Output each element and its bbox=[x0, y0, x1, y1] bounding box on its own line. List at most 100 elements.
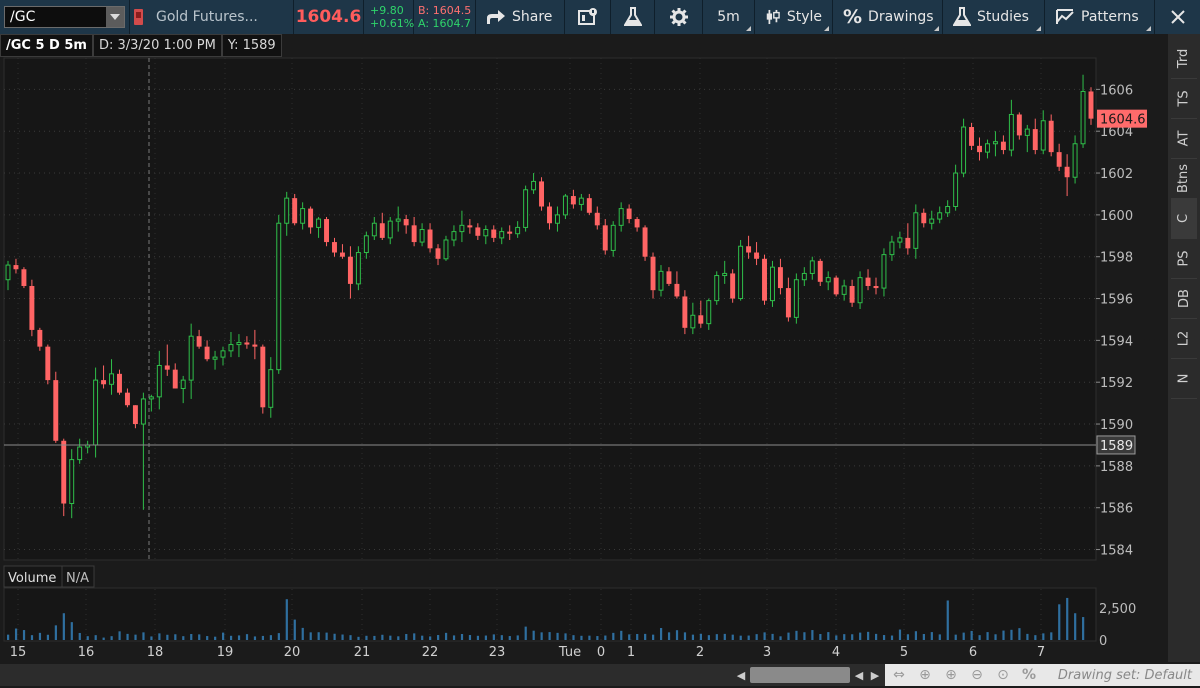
candle-body bbox=[849, 285, 855, 303]
candle bbox=[793, 273, 799, 324]
sidebar-tab-at[interactable]: AT bbox=[1171, 119, 1197, 159]
symbol-selector[interactable]: /GC bbox=[0, 0, 130, 34]
share-button[interactable]: Share bbox=[476, 0, 565, 34]
sidebar-tab-ts[interactable]: TS bbox=[1171, 79, 1197, 119]
candle bbox=[833, 275, 839, 297]
zoom-out-icon[interactable]: ⊖ bbox=[971, 667, 983, 683]
price-tick-label: 1604 bbox=[1100, 125, 1133, 140]
volume-bar bbox=[1002, 630, 1005, 640]
sidebar-tab-btns[interactable]: Btns bbox=[1171, 159, 1197, 199]
active-trader-button[interactable] bbox=[565, 0, 611, 34]
sidebar-tab-ps[interactable]: PS bbox=[1171, 239, 1197, 279]
candle bbox=[1088, 87, 1094, 125]
volume-bar bbox=[978, 635, 981, 640]
candle bbox=[873, 277, 879, 295]
scroll-right-icon[interactable]: ▶ bbox=[870, 668, 880, 682]
candle-body bbox=[547, 206, 552, 224]
drawings-button[interactable]: % Drawings bbox=[833, 0, 943, 34]
sidebar-tab-label: AT bbox=[1176, 130, 1192, 147]
volume-bar bbox=[723, 633, 726, 640]
candle bbox=[841, 279, 847, 301]
volume-value-box bbox=[61, 565, 95, 588]
sidebar-tab-c[interactable]: C bbox=[1171, 199, 1197, 239]
dropdown-icon[interactable] bbox=[106, 7, 124, 27]
lab-button[interactable] bbox=[611, 0, 655, 34]
candle-body bbox=[602, 225, 608, 251]
price-pane[interactable] bbox=[3, 57, 1097, 561]
scroll-left-icon[interactable]: ◀ bbox=[736, 668, 746, 682]
candle bbox=[1072, 135, 1078, 184]
time-tick-label: 23 bbox=[489, 645, 506, 660]
studies-button[interactable]: Studies bbox=[943, 0, 1045, 34]
candle-body bbox=[148, 396, 154, 400]
candle-body bbox=[1016, 114, 1022, 136]
candle bbox=[634, 216, 640, 232]
candle-body bbox=[905, 237, 911, 249]
zoom-in-icon[interactable]: ⊕ bbox=[945, 667, 957, 683]
scrollbar-thumb[interactable] bbox=[750, 667, 850, 683]
candle bbox=[355, 246, 361, 291]
interval-button[interactable]: 5m bbox=[703, 0, 755, 34]
volume-tick-label: 2,500 bbox=[1099, 602, 1136, 617]
candle-body bbox=[578, 197, 584, 205]
candle-body bbox=[586, 198, 592, 213]
candle-body bbox=[5, 264, 11, 281]
bid-price: B: 1604.5 bbox=[418, 4, 472, 17]
time-tick-label: 0 bbox=[597, 645, 605, 660]
candle bbox=[602, 219, 608, 255]
patterns-button[interactable]: Patterns bbox=[1045, 0, 1155, 34]
crosshair-price-badge bbox=[1096, 435, 1136, 455]
sidebar-tab-trd[interactable]: Trd bbox=[1171, 39, 1197, 79]
volume-bar bbox=[604, 635, 607, 640]
volume-bar bbox=[532, 630, 535, 640]
candlestick-icon bbox=[766, 9, 780, 25]
candle-body bbox=[29, 285, 35, 330]
candle-body bbox=[109, 373, 114, 385]
candle-body bbox=[212, 356, 218, 360]
candle bbox=[1056, 143, 1062, 171]
candle-body bbox=[985, 143, 990, 153]
sidebar-tab-l2[interactable]: L2 bbox=[1171, 319, 1197, 359]
candle-body bbox=[770, 266, 775, 302]
price-chart[interactable]: 1584158615881590159215941596159816001602… bbox=[0, 57, 1168, 662]
candle bbox=[937, 206, 943, 224]
sidebar-tab-db[interactable]: DB bbox=[1171, 279, 1197, 319]
style-button[interactable]: Style bbox=[755, 0, 833, 34]
volume-bar bbox=[540, 632, 543, 640]
settings-button[interactable] bbox=[655, 0, 703, 34]
close-button[interactable] bbox=[1155, 0, 1200, 34]
candle bbox=[228, 332, 234, 358]
candle-body bbox=[292, 198, 298, 224]
candle-body bbox=[371, 222, 377, 237]
volume-bar bbox=[612, 632, 615, 640]
symbol-period-label[interactable]: /GC 5 D 5m bbox=[0, 34, 93, 57]
candle-body bbox=[1064, 166, 1070, 178]
time-scrollbar[interactable]: ◀ ◀ ▶ bbox=[0, 664, 885, 686]
beaker-icon bbox=[953, 7, 971, 26]
percent-zoom-icon[interactable]: % bbox=[1021, 667, 1037, 683]
candle-body bbox=[300, 208, 306, 224]
candle-body bbox=[682, 296, 688, 328]
candle bbox=[961, 118, 967, 178]
candle bbox=[124, 388, 130, 408]
scroll-left-end-icon[interactable]: ◀ bbox=[854, 668, 864, 682]
candle-body bbox=[260, 346, 266, 408]
candle-body bbox=[945, 206, 951, 214]
crosshair-icon[interactable]: ⊕ bbox=[919, 667, 931, 683]
drawing-set-label[interactable]: Drawing set: Default bbox=[1057, 667, 1192, 683]
magnifier-icon[interactable]: ⊙ bbox=[997, 667, 1009, 683]
right-sidebar: Trd TS AT Btns C PS DB L2 N bbox=[1168, 34, 1200, 662]
candle bbox=[682, 290, 688, 335]
time-tick-label: Tue bbox=[558, 645, 581, 660]
flag-icon[interactable] bbox=[130, 0, 146, 34]
volume-bar bbox=[277, 633, 280, 640]
candle-body bbox=[220, 350, 226, 358]
sidebar-tab-n[interactable]: N bbox=[1171, 359, 1197, 399]
volume-bar bbox=[588, 635, 591, 640]
pan-icon[interactable]: ⇔ bbox=[893, 667, 905, 683]
volume-bar bbox=[675, 630, 679, 640]
symbol-input[interactable]: /GC bbox=[4, 6, 125, 28]
last-price-badge bbox=[1097, 109, 1147, 128]
candle-body bbox=[961, 126, 967, 174]
